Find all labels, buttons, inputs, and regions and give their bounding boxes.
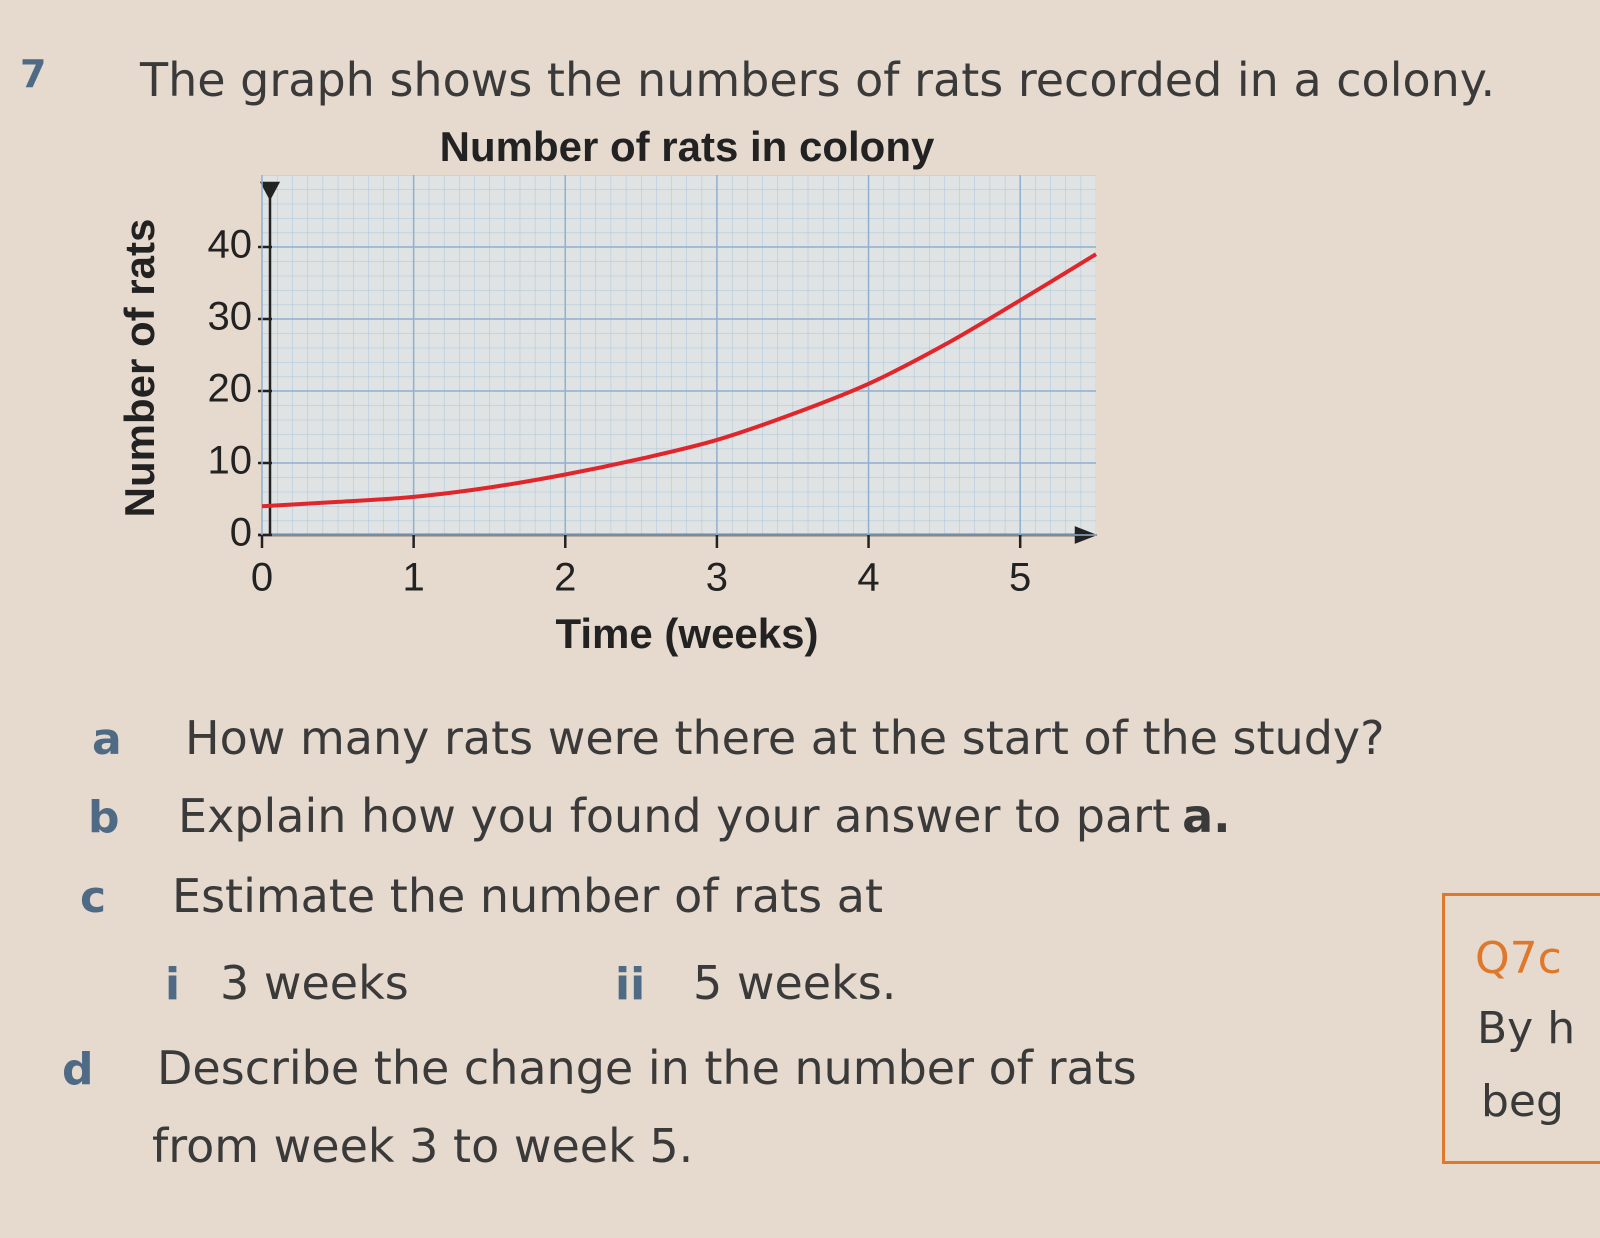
y-tick-label: 30 [208,295,253,339]
part-text: Explain how you found your answer to par… [178,786,1231,846]
subpart-numeral: ii [615,959,646,1010]
question-intro: The graph shows the numbers of rats reco… [140,53,1496,107]
part-letter: d [62,1044,94,1095]
y-tick-label: 0 [230,511,252,555]
x-tick-label: 2 [554,556,576,600]
hint-box: Q7c By h beg [1442,893,1600,1164]
y-axis-label: Number of rats [116,219,163,518]
part-ref: a. [1182,789,1231,843]
y-tick-label: 10 [208,439,253,483]
y-tick-label: 40 [208,223,253,267]
part-text-continued: from week 3 to week 5. [152,1119,694,1173]
chart: Number of rats in colony Time (weeks) Nu… [116,123,1098,657]
hint-title: Q7c [1475,933,1562,984]
part-letter: c [80,872,107,923]
part-letter: b [88,792,120,843]
chart-title: Number of rats in colony [440,123,935,170]
x-tick-label: 1 [403,556,425,600]
part-letter: a [92,714,122,765]
x-tick-label: 5 [1009,556,1031,600]
subpart-text: 5 weeks. [693,956,897,1010]
data-line [261,252,1098,509]
x-tick-label: 0 [251,556,273,600]
subpart-numeral: i [165,959,181,1010]
x-axis-label: Time (weeks) [555,610,818,657]
part-text-main: Explain how you found your answer to par… [178,789,1171,843]
hint-line: beg [1481,1076,1564,1127]
x-tick-label: 4 [857,556,879,600]
part-text: Describe the change in the number of rat… [157,1041,1137,1095]
part-text: How many rats were there at the start of… [185,711,1385,765]
hint-line: By h [1477,1003,1576,1054]
minor-grid [262,175,1096,535]
y-tick-label: 20 [208,367,253,411]
question-number: 7 [20,52,47,96]
x-tick-label: 3 [706,556,728,600]
subpart-text: 3 weeks [220,956,409,1010]
part-text: Estimate the number of rats at [172,869,883,923]
